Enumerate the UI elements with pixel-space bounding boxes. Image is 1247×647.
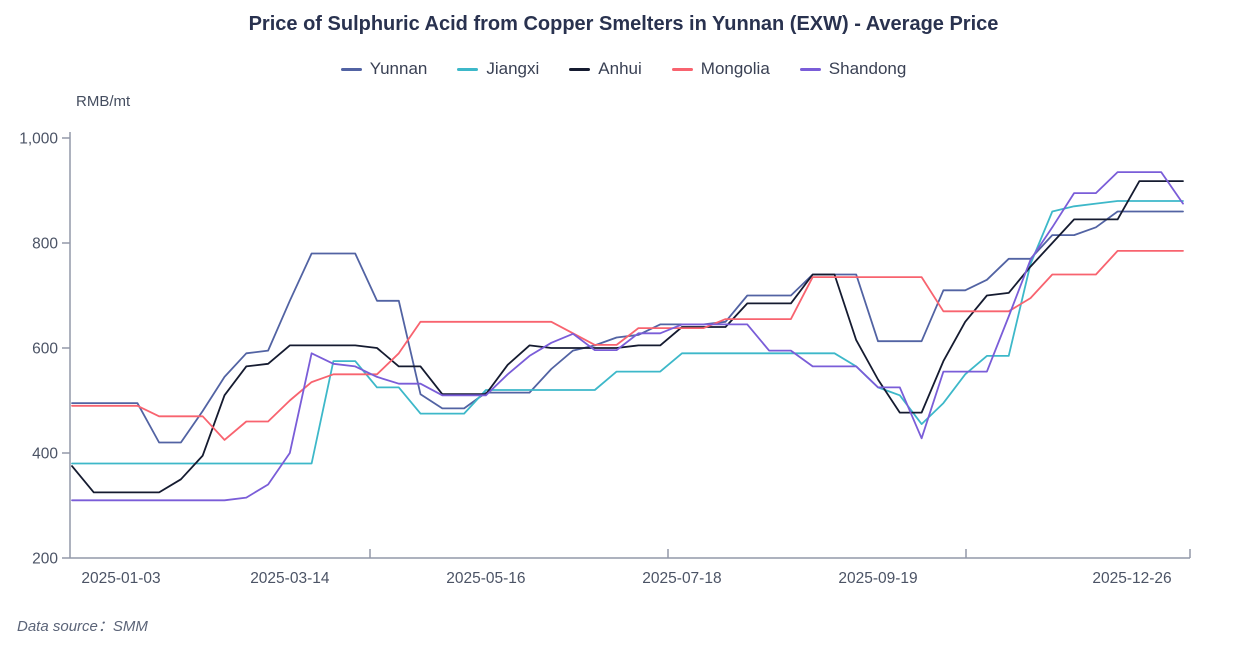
y-axis-label: 200	[32, 551, 58, 568]
legend-label-anhui: Anhui	[598, 59, 642, 78]
x-axis-label: 2025-05-16	[446, 570, 525, 587]
series-line-shandong	[71, 171, 1184, 502]
x-axis-label: 2025-03-14	[250, 570, 330, 587]
legend-label-jiangxi: Jiangxi	[486, 59, 540, 78]
chart-title: Price of Sulphuric Acid from Copper Smel…	[248, 13, 999, 35]
y-axis-label: 400	[32, 446, 58, 463]
y-axis-label: 600	[32, 341, 58, 358]
x-axis-label: 2025-07-18	[642, 570, 721, 587]
x-axis-label: 2025-12-26	[1092, 570, 1171, 587]
legend-item-yunnan[interactable]: Yunnan	[340, 59, 428, 79]
legend-swatch-yunnan	[340, 67, 362, 71]
x-axis-label: 2025-01-03	[81, 570, 160, 587]
legend-label-shandong: Shandong	[828, 59, 907, 78]
y-axis-unit-label: RMB/mt	[76, 93, 131, 110]
legend-label-yunnan: Yunnan	[369, 59, 428, 78]
legend-item-shandong[interactable]: Shandong	[799, 59, 907, 79]
legend-item-jiangxi[interactable]: Jiangxi	[457, 59, 539, 79]
legend-swatch-anhui	[569, 67, 591, 71]
legend-swatch-mongolia	[671, 67, 693, 71]
data-source-note: Data source：SMM	[17, 618, 148, 635]
series-line-jiangxi	[71, 200, 1184, 465]
legend: Yunnan Jiangxi Anhui Mongolia Shandong	[0, 59, 1247, 79]
legend-item-anhui[interactable]: Anhui	[569, 59, 642, 79]
legend-swatch-jiangxi	[457, 67, 479, 71]
series-line-mongolia	[71, 249, 1184, 441]
legend-item-mongolia[interactable]: Mongolia	[671, 59, 770, 79]
series-line-anhui	[71, 180, 1184, 494]
y-axis-label: 1,000	[19, 131, 58, 148]
x-axis-label: 2025-09-19	[838, 570, 917, 587]
y-axis-label: 800	[32, 236, 58, 253]
legend-swatch-shandong	[799, 67, 821, 71]
legend-label-mongolia: Mongolia	[700, 59, 770, 78]
